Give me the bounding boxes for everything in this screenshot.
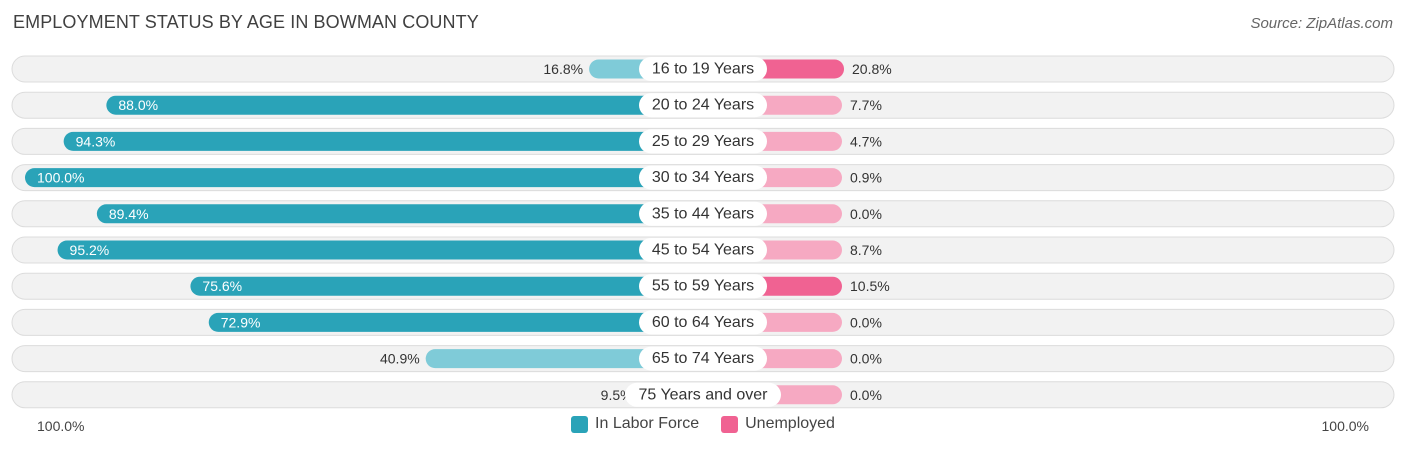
value-label-labor-force: 9.5% [601,387,633,403]
legend: In Labor Force Unemployed [0,415,1406,433]
category-label: 65 to 74 Years [652,350,754,367]
legend-label-unemployed: Unemployed [745,415,835,432]
category-label: 30 to 34 Years [652,169,754,186]
category-label-background [639,165,767,190]
category-label-background [639,93,767,118]
axis-right-label: 100.0% [1321,418,1369,434]
value-label-unemployed: 4.7% [850,133,882,149]
value-label-labor-force: 88.0% [118,97,158,113]
category-label: 25 to 29 Years [652,133,754,150]
value-label-labor-force: 40.9% [380,351,420,367]
value-label-unemployed: 0.0% [850,206,882,222]
bar-labor-force [96,204,704,224]
category-label: 60 to 64 Years [652,314,754,331]
category-label-background [639,238,767,262]
axis-left-label: 100.0% [37,418,85,434]
category-label-background [639,201,767,226]
category-label-background [625,382,781,407]
value-label-labor-force: 89.4% [109,206,149,222]
value-label-unemployed: 0.9% [850,170,882,186]
source-label: Source: ZipAtlas.com [1250,15,1393,32]
category-label-background [639,57,767,81]
category-label-background [639,129,767,154]
category-label-background [639,346,767,371]
value-label-labor-force: 100.0% [37,170,84,186]
legend-swatch-unemployed [721,415,739,433]
chart-title: EMPLOYMENT STATUS BY AGE IN BOWMAN COUNT… [13,12,479,32]
legend-label-labor-force: In Labor Force [595,415,700,432]
category-label: 16 to 19 Years [652,61,754,78]
value-label-unemployed: 0.0% [850,351,882,367]
category-label: 35 to 44 Years [652,205,754,222]
value-label-labor-force: 75.6% [202,278,242,294]
value-label-labor-force: 16.8% [543,61,583,77]
category-label-background [639,310,767,335]
category-label: 20 to 24 Years [652,97,754,114]
bar-labor-force [106,95,704,115]
legend-item-unemployed[interactable]: Unemployed [721,415,835,433]
bar-labor-force [57,240,703,260]
category-label-background [639,274,767,299]
value-label-unemployed: 20.8% [852,61,892,77]
value-label-unemployed: 7.7% [850,97,882,113]
category-label: 55 to 59 Years [652,278,754,295]
bar-labor-force [425,349,703,369]
bar-labor-force [25,168,703,188]
value-label-labor-force: 94.3% [76,133,116,149]
bar-labor-force [190,276,703,296]
bar-labor-force [208,312,703,332]
value-label-labor-force: 72.9% [221,314,261,330]
value-label-unemployed: 10.5% [850,278,890,294]
value-label-unemployed: 0.0% [850,387,882,403]
legend-swatch-labor-force [571,415,589,433]
value-label-labor-force: 95.2% [70,242,110,258]
category-label: 75 Years and over [639,386,769,403]
legend-item-labor-force[interactable]: In Labor Force [571,415,699,433]
bar-labor-force [63,131,704,151]
category-label: 45 to 54 Years [652,242,754,259]
value-label-unemployed: 8.7% [850,242,882,258]
value-label-unemployed: 0.0% [850,314,882,330]
